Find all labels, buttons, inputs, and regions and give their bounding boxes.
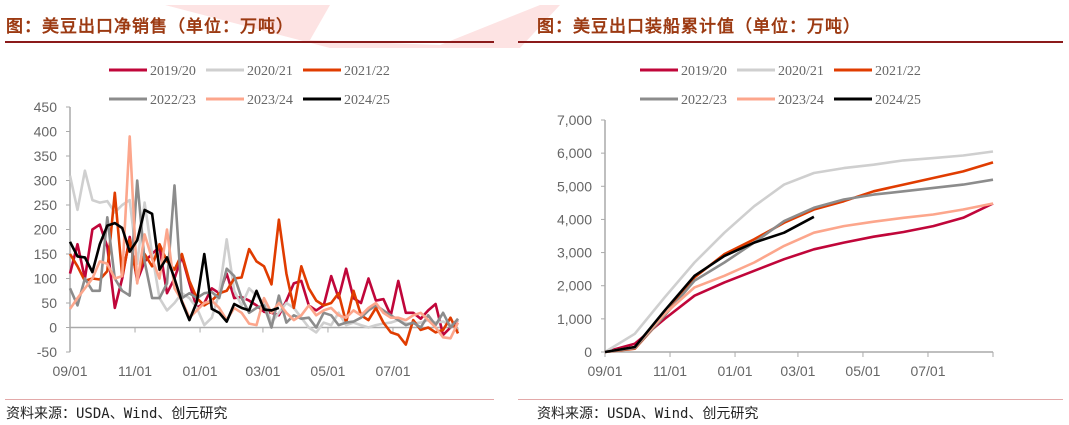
right-chart: 0 1,000 2,000 3,000 4,000 5,000 6,000 7,000 09/0… — [557, 64, 994, 379]
y-tick-label: 0 — [584, 344, 592, 360]
y-tick-label: 4,000 — [557, 211, 592, 227]
x-tick-label: 11/01 — [653, 363, 687, 379]
x-tick-label: 09/01 — [52, 363, 87, 379]
x-tick-label: 07/01 — [375, 363, 410, 379]
series-line-2024-25 — [604, 215, 815, 354]
y-tick-label: 0 — [49, 320, 57, 336]
y-tick-label: 7,000 — [557, 112, 592, 128]
right-title-rule — [518, 41, 1063, 43]
left-source-rule — [5, 399, 494, 400]
series-line-2021-22 — [604, 161, 994, 354]
legend-label: 2020/21 — [247, 64, 293, 79]
series-line-2021-22 — [68, 191, 460, 346]
x-tick-label: 09/01 — [587, 363, 622, 379]
x-tick-label: 03/01 — [245, 363, 280, 379]
x-tick-label: 07/01 — [910, 363, 945, 379]
x-tick-label: 05/01 — [310, 363, 345, 379]
legend-label: 2019/20 — [150, 64, 196, 79]
x-tick-label: 05/01 — [845, 363, 880, 379]
series-line-2019-20 — [604, 202, 994, 354]
legend-label: 2021/22 — [344, 64, 390, 79]
y-tick-label: 400 — [34, 124, 58, 140]
legend-label: 2021/22 — [875, 64, 921, 79]
left-source-note: 资料来源：USDA、Wind、创元研究 — [6, 406, 228, 422]
x-tick-label: 03/01 — [780, 363, 815, 379]
series-line-2022-23 — [604, 178, 994, 354]
y-tick-label: 200 — [34, 222, 58, 238]
y-tick-label: 3,000 — [557, 245, 592, 261]
series-line-2023-24 — [68, 135, 460, 340]
y-tick-label: 2,000 — [557, 278, 592, 294]
right-source-rule — [518, 399, 1063, 400]
left-chart: -50 0 50 100 150 200 250 300 350 400 450 09/01 11/01… — [34, 64, 460, 379]
watermark — [165, 5, 560, 48]
y-tick-label: 450 — [34, 99, 58, 115]
series-line-2020-21 — [604, 150, 994, 354]
legend-label: 2024/25 — [344, 93, 390, 108]
y-tick-label: 50 — [41, 295, 57, 311]
left-title-rule — [5, 41, 494, 43]
y-tick-label: 6,000 — [557, 145, 592, 161]
y-tick-label: 100 — [34, 271, 58, 287]
y-tick-label: 300 — [34, 173, 58, 189]
series-line-2024-25 — [68, 208, 280, 323]
y-tick-label: -50 — [37, 344, 57, 360]
x-tick-label: 01/01 — [718, 363, 753, 379]
x-tick-label: 01/01 — [183, 363, 218, 379]
legend-label: 2022/23 — [150, 93, 196, 108]
y-tick-label: 250 — [34, 197, 58, 213]
series-line-2023-24 — [604, 202, 994, 354]
legend-label: 2024/25 — [875, 93, 921, 108]
watermark-shape — [165, 5, 560, 48]
right-source-note: 资料来源：USDA、Wind、创元研究 — [537, 406, 759, 422]
legend-label: 2019/20 — [681, 64, 727, 79]
legend-label: 2023/24 — [778, 93, 824, 108]
legend-label: 2020/21 — [778, 64, 824, 79]
y-tick-label: 350 — [34, 148, 58, 164]
y-tick-label: 1,000 — [557, 311, 592, 327]
left-chart-title: 图：美豆出口净销售（单位：万吨） — [6, 17, 294, 37]
right-chart-title: 图：美豆出口装船累计值（单位：万吨） — [537, 17, 861, 37]
legend-label: 2022/23 — [681, 93, 727, 108]
y-tick-label: 150 — [34, 246, 58, 262]
y-tick-label: 5,000 — [557, 178, 592, 194]
x-tick-label: 11/01 — [118, 363, 152, 379]
legend-label: 2023/24 — [247, 93, 293, 108]
